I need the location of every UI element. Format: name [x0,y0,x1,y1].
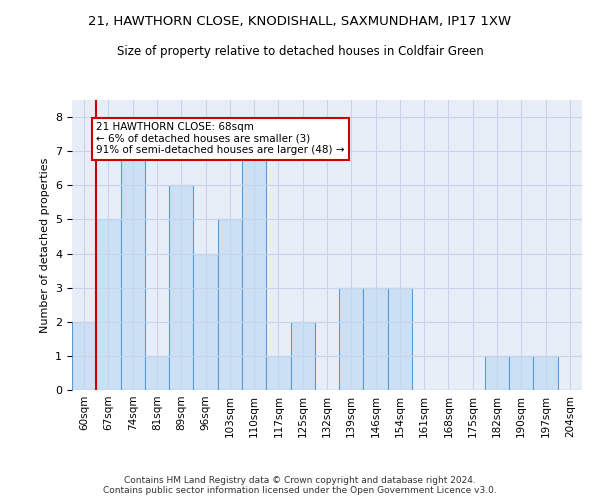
Bar [96,220,121,390]
Y-axis label: Number of detached properties: Number of detached properties [40,158,50,332]
Bar [266,356,290,390]
Bar [242,151,266,390]
Text: 21, HAWTHORN CLOSE, KNODISHALL, SAXMUNDHAM, IP17 1XW: 21, HAWTHORN CLOSE, KNODISHALL, SAXMUNDH… [88,15,512,28]
Bar [364,288,388,390]
Bar [218,220,242,390]
Text: 21 HAWTHORN CLOSE: 68sqm
← 6% of detached houses are smaller (3)
91% of semi-det: 21 HAWTHORN CLOSE: 68sqm ← 6% of detache… [96,122,345,156]
Bar [533,356,558,390]
Bar [509,356,533,390]
Bar [72,322,96,390]
Text: Size of property relative to detached houses in Coldfair Green: Size of property relative to detached ho… [116,45,484,58]
Bar [339,288,364,390]
Bar [388,288,412,390]
Bar [121,151,145,390]
Bar [485,356,509,390]
Bar [145,356,169,390]
Bar [290,322,315,390]
Bar [169,186,193,390]
Text: Contains HM Land Registry data © Crown copyright and database right 2024.
Contai: Contains HM Land Registry data © Crown c… [103,476,497,495]
Bar [193,254,218,390]
